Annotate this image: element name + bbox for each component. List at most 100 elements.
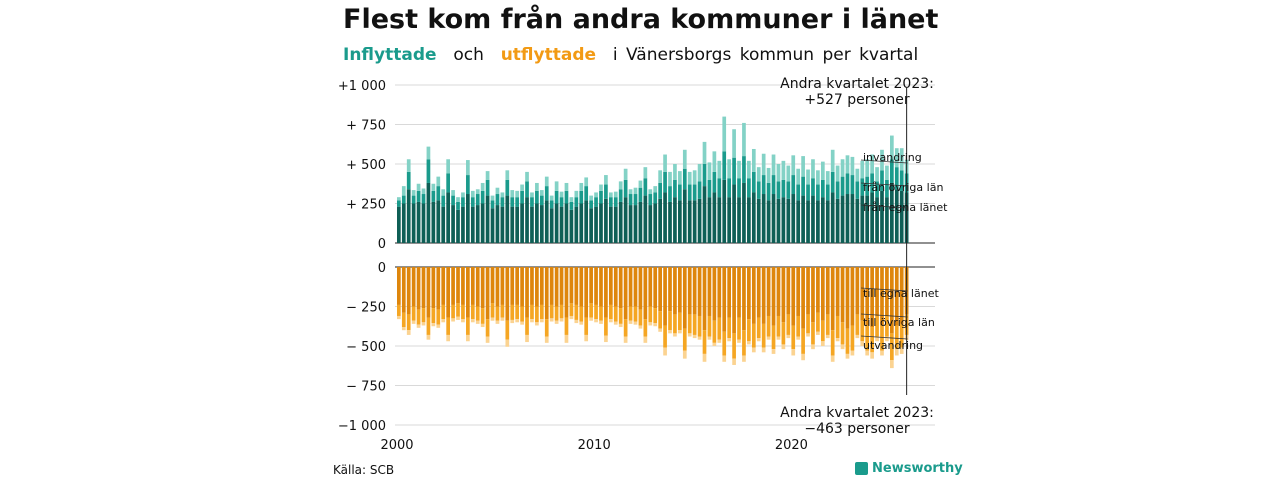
bar-inflow-other	[786, 181, 791, 199]
bar-inflow-other	[845, 173, 850, 195]
bar-inflow-other	[860, 178, 865, 196]
chart-subtitle: Inflyttade och utflyttade i Vänersborgs …	[343, 45, 918, 65]
bar-inflow-own	[816, 200, 820, 243]
bar-inflow-immigration	[658, 170, 662, 183]
bar-inflow-immigration	[604, 175, 608, 185]
bar-inflow-own	[643, 195, 648, 243]
y-tick-label-top: +1 000	[338, 79, 386, 94]
bar-outflow-emigration	[539, 319, 544, 323]
bar-outflow-other	[604, 317, 608, 336]
bar-inflow-own	[397, 206, 401, 243]
bar-inflow-own	[727, 197, 732, 243]
bar-outflow-other	[401, 312, 406, 328]
bar-inflow-other	[766, 182, 771, 201]
bar-inflow-other	[461, 197, 465, 207]
bar-inflow-own	[761, 194, 766, 243]
bar-outflow-own	[860, 267, 865, 321]
bar-inflow-other	[865, 176, 870, 196]
bar-inflow-other	[574, 197, 579, 207]
bar-inflow-other	[599, 190, 603, 204]
bar-outflow-other	[756, 317, 761, 339]
bar-outflow-emigration	[604, 335, 608, 343]
bar-inflow-immigration	[663, 154, 667, 172]
bar-outflow-other	[673, 314, 677, 334]
bar-outflow-own	[401, 267, 406, 313]
bar-outflow-emigration	[397, 315, 401, 320]
bar-outflow-own	[678, 267, 682, 313]
bar-outflow-own	[633, 267, 638, 307]
bar-outflow-own	[480, 267, 485, 309]
bar-inflow-immigration	[850, 156, 855, 176]
bar-inflow-immigration	[633, 187, 638, 195]
bar-outflow-other	[510, 304, 515, 320]
bar-outflow-own	[584, 267, 589, 318]
bar-outflow-emigration	[500, 317, 505, 321]
bar-outflow-other	[732, 333, 736, 359]
bar-inflow-own	[525, 197, 529, 243]
bar-inflow-immigration	[584, 177, 589, 187]
bar-outflow-own	[673, 267, 677, 315]
bar-inflow-own	[687, 200, 692, 243]
bar-inflow-own	[751, 192, 756, 243]
bar-inflow-immigration	[870, 154, 874, 174]
bar-inflow-own	[515, 206, 520, 243]
bar-inflow-other	[761, 175, 766, 195]
bar-outflow-other	[668, 311, 672, 331]
bar-outflow-other	[421, 308, 426, 323]
bar-outflow-other	[771, 325, 776, 350]
bar-inflow-own	[633, 205, 638, 243]
bar-outflow-other	[559, 304, 564, 319]
bar-outflow-other	[825, 314, 830, 335]
bar-outflow-own	[894, 267, 899, 326]
bar-inflow-immigration	[825, 171, 830, 185]
brand-name: Newsworthy	[872, 461, 963, 476]
y-tick-label-top: + 750	[346, 119, 386, 134]
bar-inflow-other	[732, 157, 736, 185]
bar-outflow-emigration	[441, 319, 446, 323]
bar-inflow-immigration	[855, 168, 860, 182]
series-label-outflow: till egna länet	[863, 287, 939, 300]
bar-inflow-own	[421, 203, 426, 243]
bar-inflow-other	[751, 171, 756, 193]
bar-outflow-emigration	[436, 324, 441, 328]
bar-inflow-other	[480, 190, 485, 204]
bar-outflow-emigration	[870, 352, 874, 359]
bar-outflow-emigration	[811, 344, 815, 350]
bar-inflow-own	[875, 197, 879, 243]
series-label-pointer	[860, 182, 908, 187]
bar-inflow-own	[786, 198, 791, 243]
bar-outflow-own	[495, 267, 500, 307]
y-tick-label-bottom: − 750	[346, 380, 386, 395]
bar-outflow-emigration	[431, 323, 436, 327]
bar-outflow-own	[747, 267, 751, 320]
bar-outflow-own	[589, 267, 593, 304]
bar-inflow-immigration	[599, 184, 603, 191]
bar-outflow-emigration	[751, 347, 756, 353]
bar-inflow-immigration	[564, 182, 569, 191]
bar-outflow-other	[687, 314, 692, 334]
bar-outflow-emigration	[426, 334, 431, 340]
bar-outflow-emigration	[885, 336, 889, 342]
bar-inflow-own	[820, 197, 825, 243]
bar-inflow-immigration	[806, 169, 810, 185]
bar-outflow-emigration	[648, 322, 653, 326]
bar-inflow-other	[643, 178, 648, 196]
bar-outflow-other	[766, 315, 771, 337]
bar-inflow-own	[771, 194, 776, 243]
bar-outflow-emigration	[490, 317, 495, 321]
bar-inflow-other	[584, 186, 589, 201]
bar-inflow-own	[456, 209, 460, 243]
series-label-pointer	[860, 287, 908, 292]
bar-inflow-immigration	[618, 181, 623, 190]
bar-outflow-emigration	[663, 347, 667, 356]
bar-inflow-other	[697, 181, 702, 199]
bar-outflow-own	[840, 267, 845, 323]
bar-outflow-emigration	[840, 344, 845, 350]
bar-inflow-immigration	[475, 189, 480, 195]
bar-outflow-own	[643, 267, 648, 320]
bar-outflow-emigration	[633, 321, 638, 325]
bar-outflow-own	[727, 267, 732, 318]
series-label-inflow: från övriga län	[863, 181, 943, 194]
bar-inflow-other	[535, 190, 539, 204]
